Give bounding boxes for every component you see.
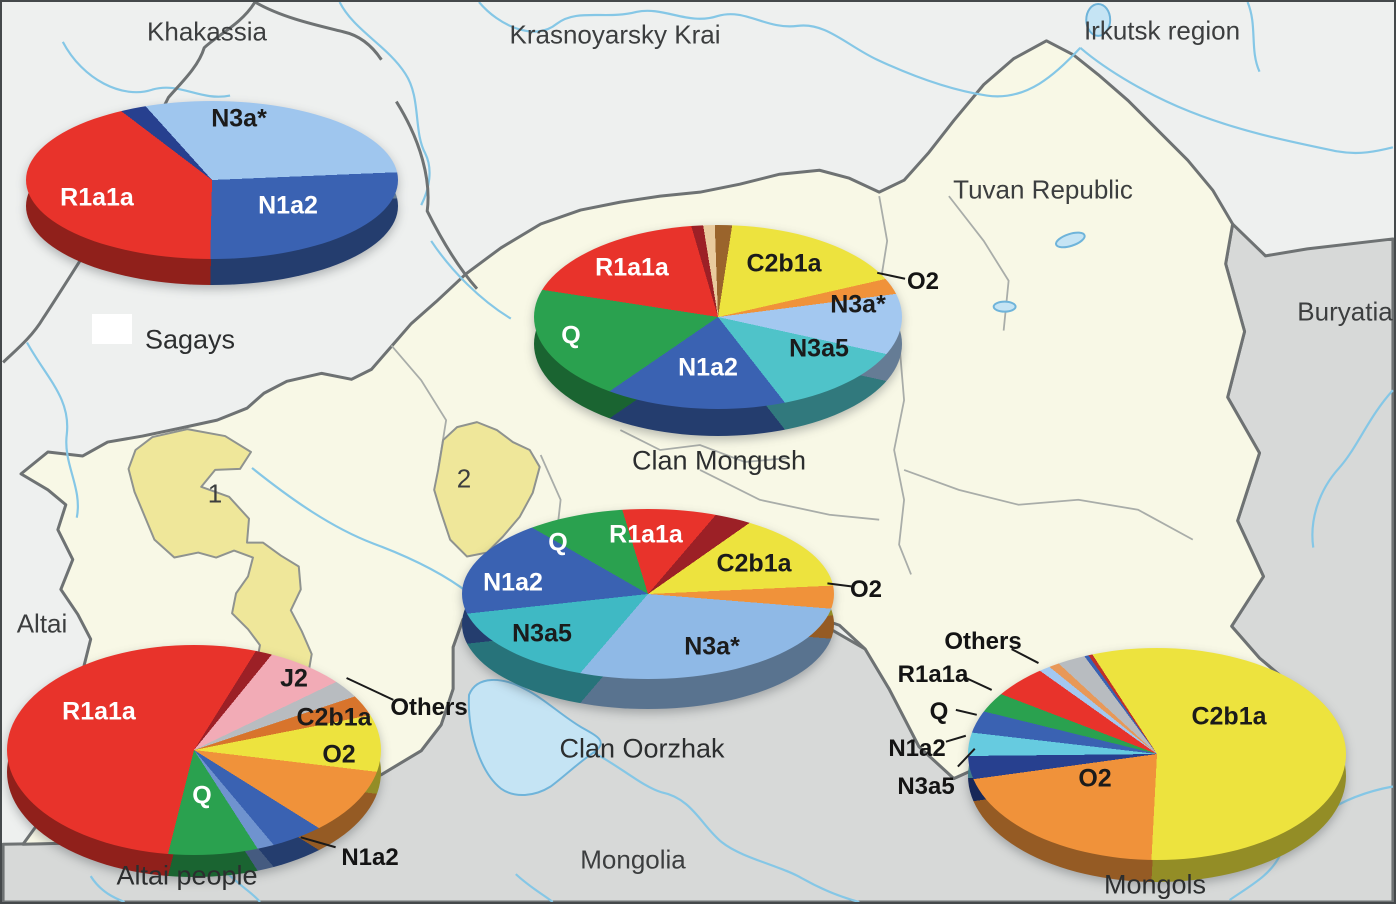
slice-label-clan-mongush-n1a2: N1a2 (678, 353, 738, 382)
pointer-label-altai-people-n1a2: N1a2 (341, 844, 399, 871)
caption-mongols: Mongols (1103, 869, 1207, 900)
map-label-tuvan-republic: Tuvan Republic (953, 174, 1133, 205)
pointer-label-mongols-q: Q (929, 698, 949, 725)
pointer-label-mongols-r1a1a: R1a1a (897, 661, 969, 688)
map-label-2: 2 (456, 463, 472, 494)
slice-label-sagays-r1a1a: R1a1a (60, 183, 134, 212)
caption-clan-mongush: Clan Mongush (631, 445, 807, 476)
map-label-altai: Altai (16, 608, 68, 639)
slice-label-altai-people-c2b1a: C2b1a (296, 703, 372, 732)
slice-label-clan-mongush-c2b1a: C2b1a (746, 249, 822, 278)
pie-clan-mongush (534, 225, 902, 436)
map-label-buryatia: Buryatia (1297, 296, 1393, 327)
pointer-label-altai-people-others: Others (390, 694, 468, 721)
pie-clan-oorzhak (462, 509, 834, 709)
slice-label-clan-mongush-n3a5: N3a5 (789, 334, 849, 363)
slice-label-altai-people-o2: O2 (322, 740, 356, 769)
slice-label-clan-mongush-q: Q (561, 321, 581, 350)
slice-label-mongols-c2b1a: C2b1a (1191, 702, 1267, 731)
slice-label-sagays-n3a: N3a* (211, 104, 267, 133)
slice-label-clan-mongush-r1a1a: R1a1a (595, 253, 669, 282)
slice-label-clan-oorzhak-r1a1a: R1a1a (609, 520, 683, 549)
map-label-mongolia: Mongolia (580, 844, 686, 875)
pie-sagays (26, 101, 398, 285)
caption-clan-oorzhak: Clan Oorzhak (559, 733, 725, 764)
map-label-irkutsk-region: Irkutsk region (1083, 15, 1241, 46)
district-2 (433, 421, 541, 558)
pointer-label-mongols-others: Others (944, 628, 1022, 655)
slice-label-clan-oorzhak-c2b1a: C2b1a (716, 549, 792, 578)
slice-label-sagays-n1a2: N1a2 (258, 191, 318, 220)
slice-label-clan-oorzhak-n3a: N3a* (684, 632, 740, 661)
map-label-khakassia: Khakassia (147, 16, 267, 47)
map-label-krasnoyarsky-krai: Krasnoyarsky Krai (509, 19, 721, 50)
slice-label-clan-oorzhak-q: Q (548, 528, 568, 557)
pointer-label-clan-oorzhak-o2: O2 (849, 576, 883, 603)
pie-top-clan-mongush (534, 225, 902, 409)
slice-label-clan-mongush-n3a: N3a* (830, 290, 886, 319)
pie-top-sagays (26, 101, 398, 259)
caption-sagays: Sagays (144, 324, 236, 355)
pointer-label-mongols-n1a2: N1a2 (888, 735, 946, 762)
pie-top-clan-oorzhak (462, 509, 834, 679)
rivers (26, 2, 1394, 902)
pie-top-mongols (968, 648, 1346, 860)
lakes (467, 2, 1112, 796)
legend-swatch (92, 314, 132, 344)
pointer-label-clan-mongush-o2: O2 (906, 268, 940, 295)
slice-label-altai-people-r1a1a: R1a1a (62, 697, 136, 726)
slice-label-clan-oorzhak-n1a2: N1a2 (483, 568, 543, 597)
pie-altai-people (7, 645, 381, 877)
caption-altai-people: Altai people (116, 860, 258, 891)
slice-label-altai-people-q: Q (192, 781, 212, 810)
slice-label-clan-oorzhak-n3a5: N3a5 (512, 619, 572, 648)
pie-top-altai-people (7, 645, 381, 855)
slice-label-altai-people-j2: J2 (280, 664, 308, 693)
pointer-label-mongols-n3a5: N3a5 (897, 773, 955, 800)
map-label-1: 1 (207, 478, 223, 509)
pie-mongols (968, 648, 1346, 882)
slice-label-mongols-o2: O2 (1078, 764, 1112, 793)
